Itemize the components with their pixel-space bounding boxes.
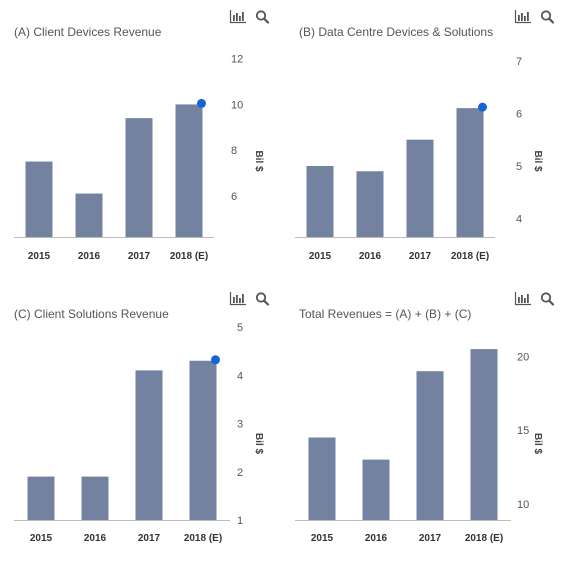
y-tick-label: 12 (231, 54, 243, 66)
bar-chart-icon[interactable] (514, 10, 532, 24)
chart-toolbar (514, 10, 555, 24)
x-tick-label: 2015 (311, 533, 334, 544)
y-tick-label: 10 (517, 499, 529, 511)
y-tick-label: 7 (516, 56, 522, 68)
x-tick-label: 2018 (E) (451, 251, 489, 262)
highlight-marker[interactable] (197, 98, 206, 108)
bar[interactable] (25, 161, 53, 237)
chart-panel-b: (B) Data Centre Devices & Solutions 2015 2… (285, 0, 571, 282)
bar[interactable] (189, 360, 217, 520)
bar[interactable] (308, 437, 336, 520)
bar-chart-icon[interactable] (229, 10, 247, 24)
x-tick-label: 2015 (28, 251, 51, 262)
chart-title: Total Revenues = (A) + (B) + (C) (299, 307, 471, 321)
bar-chart-icon[interactable] (514, 292, 532, 306)
y-tick-label: 10 (231, 99, 243, 111)
y-tick-label: 6 (516, 108, 522, 120)
bar[interactable] (75, 193, 103, 237)
x-tick-label: 2015 (30, 533, 53, 544)
y-tick-label: 8 (231, 145, 237, 157)
x-tick-label: 2017 (409, 251, 432, 262)
bar[interactable] (27, 476, 55, 520)
y-tick-label: 15 (517, 425, 529, 437)
search-icon[interactable] (255, 10, 270, 24)
search-icon[interactable] (540, 10, 555, 24)
chart-title: (B) Data Centre Devices & Solutions (299, 25, 493, 39)
y-tick-label: 1 (237, 515, 243, 527)
bar[interactable] (135, 370, 163, 520)
y-axis-unit-label: Bil $ (532, 150, 543, 172)
x-tick-label: 2017 (138, 533, 161, 544)
y-tick-label: 6 (231, 191, 237, 203)
bar[interactable] (362, 459, 390, 520)
bar[interactable] (81, 476, 109, 520)
x-tick-label: 2017 (128, 251, 151, 262)
chart-svg-total: Total Revenues = (A) + (B) + (C)2015 2016… (295, 292, 555, 544)
search-icon[interactable] (540, 292, 555, 306)
bar[interactable] (416, 371, 444, 520)
bar[interactable] (356, 171, 384, 237)
y-tick-label: 4 (516, 214, 522, 226)
bar-chart-icon[interactable] (229, 292, 247, 306)
chart-panel-a: (A) Client Devices Revenue 2015 2016 2017 20… (0, 0, 286, 282)
y-tick-label: 2 (237, 467, 243, 479)
y-tick-label: 5 (516, 161, 522, 173)
x-tick-label: 2016 (365, 533, 388, 544)
chart-title: (A) Client Devices Revenue (14, 25, 162, 39)
x-tick-label: 2017 (419, 533, 442, 544)
bar[interactable] (406, 139, 434, 237)
chart-panel-total: Total Revenues = (A) + (B) + (C) 2015 2016… (285, 282, 571, 564)
bar[interactable] (456, 108, 484, 237)
chart-svg-b: (B) Data Centre Devices & Solutions 2015 2… (295, 10, 555, 262)
chart-panel-c: (C) Client Solutions Revenue 2015 2016 2017… (0, 282, 286, 564)
x-tick-label: 2016 (359, 251, 382, 262)
y-axis-unit-label: Bil $ (253, 433, 264, 455)
x-tick-label: 2016 (78, 251, 101, 262)
chart-title: (C) Client Solutions Revenue (14, 307, 169, 321)
x-tick-label: 2016 (84, 533, 107, 544)
highlight-marker[interactable] (478, 102, 487, 112)
bar[interactable] (125, 118, 153, 237)
x-tick-label: 2018 (E) (170, 251, 208, 262)
y-axis-unit-label: Bil $ (532, 433, 543, 455)
chart-toolbar (514, 292, 555, 306)
bar[interactable] (306, 165, 334, 237)
y-tick-label: 20 (517, 351, 529, 363)
highlight-marker[interactable] (211, 355, 220, 365)
chart-svg-a: (A) Client Devices Revenue 2015 2016 2017 20… (14, 10, 270, 262)
bar[interactable] (470, 349, 498, 520)
x-tick-label: 2015 (309, 251, 332, 262)
chart-svg-c: (C) Client Solutions Revenue 2015 2016 2017… (14, 292, 270, 544)
search-icon[interactable] (255, 292, 270, 306)
y-tick-label: 4 (237, 370, 243, 382)
y-axis-unit-label: Bil $ (253, 150, 264, 172)
x-tick-label: 2018 (E) (465, 533, 503, 544)
x-tick-label: 2018 (E) (184, 533, 222, 544)
chart-toolbar (229, 292, 270, 306)
y-tick-label: 5 (237, 322, 243, 334)
bar[interactable] (175, 104, 203, 237)
y-tick-label: 3 (237, 419, 243, 431)
chart-toolbar (229, 10, 270, 24)
